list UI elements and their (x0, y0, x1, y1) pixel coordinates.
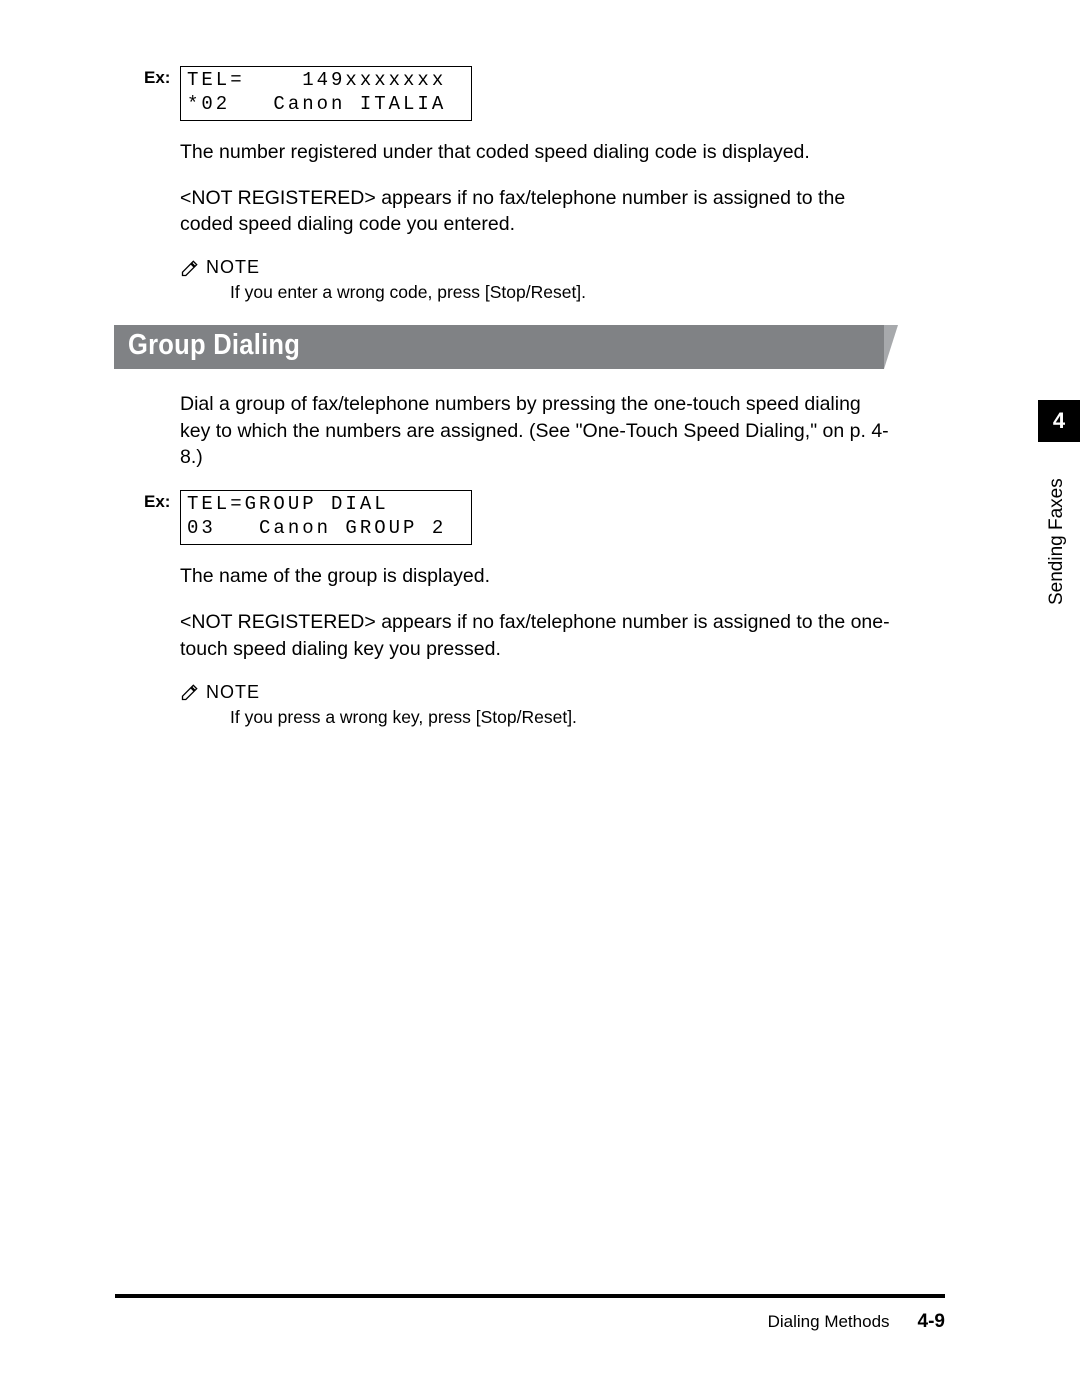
section-bar-triangle (884, 325, 898, 369)
paragraph-1: The number registered under that coded s… (180, 139, 895, 165)
footer-section: Dialing Methods (768, 1312, 890, 1332)
page-content: Ex: TEL= 149xxxxxxx *02 Canon ITALIA The… (115, 66, 895, 750)
chapter-side-label: Sending Faxes (1046, 455, 1070, 625)
note-pencil-icon (180, 258, 200, 278)
note-head: NOTE (180, 257, 895, 278)
lcd-display-2: TEL=GROUP DIAL 03 Canon GROUP 2 (180, 490, 472, 545)
ex-label-2: Ex: (144, 492, 170, 512)
note-label-2: NOTE (206, 682, 260, 703)
example-1: Ex: TEL= 149xxxxxxx *02 Canon ITALIA (180, 66, 895, 121)
section-heading-bar: Group Dialing (114, 325, 898, 369)
section-title: Group Dialing (128, 329, 300, 362)
paragraph-4: The name of the group is displayed. (180, 563, 895, 589)
lcd1-line1: TEL= 149xxxxxxx (187, 69, 446, 91)
footer: Dialing Methods 4-9 (768, 1311, 945, 1333)
paragraph-5: <NOT REGISTERED> appears if no fax/telep… (180, 609, 895, 662)
ex-label: Ex: (144, 68, 170, 88)
footer-rule (115, 1294, 945, 1298)
note1-body: If you enter a wrong code, press [Stop/R… (230, 282, 895, 303)
note-pencil-icon (180, 682, 200, 702)
lcd2-line2: 03 Canon GROUP 2 (187, 517, 446, 539)
chapter-side-text: Sending Faxes (1046, 478, 1068, 605)
paragraph-3: Dial a group of fax/telephone numbers by… (180, 391, 895, 470)
note-1: NOTE If you enter a wrong code, press [S… (180, 257, 895, 303)
lcd-display-1: TEL= 149xxxxxxx *02 Canon ITALIA (180, 66, 472, 121)
example-2: Ex: TEL=GROUP DIAL 03 Canon GROUP 2 (180, 490, 895, 545)
lcd2-line1: TEL=GROUP DIAL (187, 493, 389, 515)
lcd1-line2: *02 Canon ITALIA (187, 93, 446, 115)
note-head-2: NOTE (180, 682, 895, 703)
note-2: NOTE If you press a wrong key, press [St… (180, 682, 895, 728)
paragraph-2: <NOT REGISTERED> appears if no fax/telep… (180, 185, 895, 238)
chapter-num: 4 (1053, 408, 1065, 434)
chapter-tab: 4 (1038, 400, 1080, 442)
footer-page: 4-9 (918, 1311, 945, 1333)
note2-body: If you press a wrong key, press [Stop/Re… (230, 707, 895, 728)
note-label: NOTE (206, 257, 260, 278)
